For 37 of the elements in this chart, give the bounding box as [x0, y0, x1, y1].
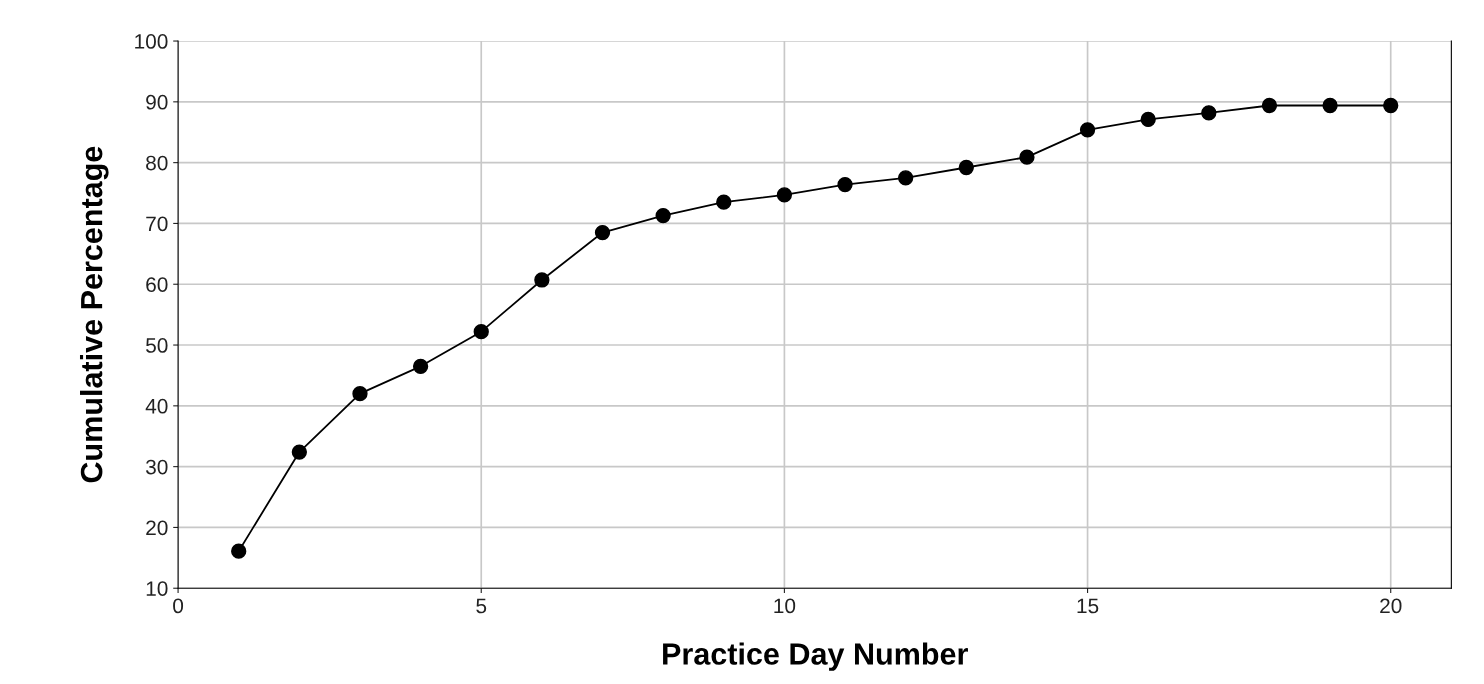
y-tick-label: 100	[135, 34, 168, 49]
y-tick-label: 80	[146, 155, 168, 171]
point	[473, 324, 489, 340]
point	[594, 224, 611, 241]
point	[1140, 111, 1156, 128]
y-tick-label: 70	[146, 216, 168, 232]
x-axis-title: Practice Day Number	[663, 642, 968, 671]
x-tick-label: 0	[173, 598, 184, 614]
point	[412, 358, 429, 374]
point	[1019, 149, 1035, 165]
point	[958, 159, 974, 176]
y-tick-label: 30	[145, 459, 168, 475]
y-tick-label: 60	[146, 277, 168, 292]
point	[1261, 97, 1278, 114]
point	[534, 272, 550, 288]
point	[352, 386, 368, 402]
point	[837, 176, 853, 193]
y-tick-label: 90	[146, 94, 168, 110]
x-tick-label: 10	[774, 598, 796, 614]
x-tick-label: 5	[476, 598, 487, 614]
point	[1383, 97, 1399, 114]
point	[1079, 122, 1096, 138]
point	[1201, 105, 1217, 121]
point	[291, 444, 307, 460]
y-axis-title: Cumulative Percentage	[79, 146, 109, 483]
point	[716, 194, 732, 210]
point	[655, 207, 671, 224]
y-tick-label: 40	[145, 398, 168, 414]
y-tick-label: 20	[146, 520, 168, 536]
point	[1322, 97, 1338, 114]
x-tick-label: 15	[1077, 598, 1099, 614]
y-tick-label: 50	[146, 338, 168, 353]
point	[776, 187, 793, 203]
x-tick-label: 20	[1380, 598, 1402, 614]
point	[231, 543, 247, 559]
y-tick-label: 10	[146, 581, 168, 596]
point	[898, 170, 914, 186]
